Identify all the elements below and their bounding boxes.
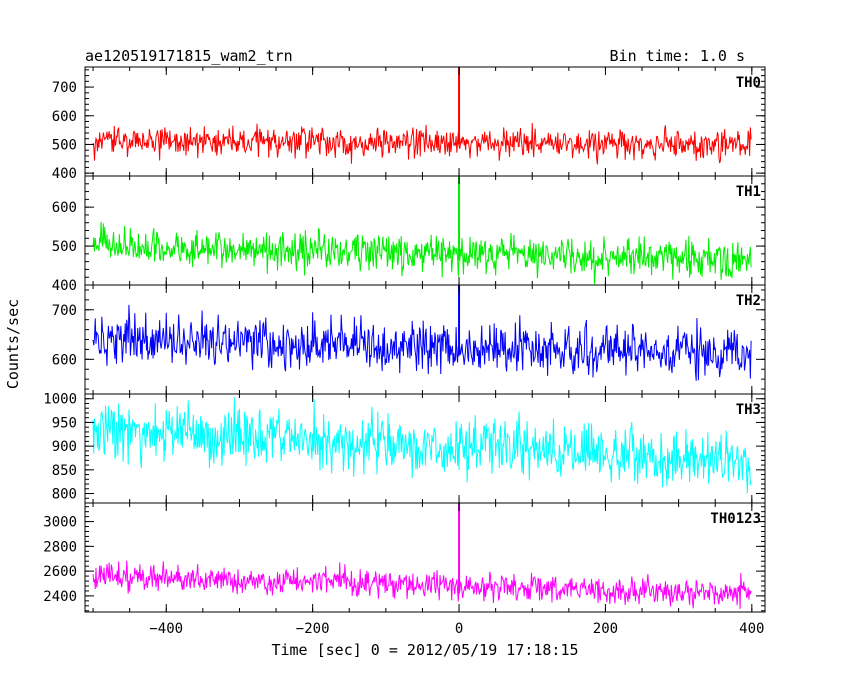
x-tick-label: −400	[149, 621, 183, 637]
panel-name-label: TH2	[736, 293, 761, 309]
y-tick-label: 2800	[43, 539, 77, 555]
panel-th3: 800 850 900 950 1000 TH3	[43, 392, 766, 504]
y-tick-label: 600	[52, 352, 77, 368]
panel-th1: 400 500 600 TH1	[52, 175, 766, 294]
y-tick-label: 700	[52, 303, 77, 319]
y-tick-label: 800	[52, 487, 77, 503]
figure-title: ae120519171815_wam2_trn	[85, 47, 293, 65]
y-tick-label: 1000	[43, 392, 77, 408]
y-tick-label: 400	[52, 166, 77, 182]
x-tick-label: 0	[455, 621, 463, 637]
series-th1	[92, 221, 752, 285]
y-tick-label: 900	[52, 439, 77, 455]
panel-name-label: TH1	[736, 184, 761, 200]
series-th0123	[92, 560, 752, 609]
x-tick-label: 400	[739, 621, 764, 637]
x-axis-label: Time [sec] 0 = 2012/05/19 17:18:15	[271, 641, 578, 659]
y-tick-label: 600	[52, 109, 77, 125]
panel-name-label: TH0	[736, 75, 761, 91]
series-th2	[92, 304, 752, 381]
x-axis: −400 −200 0 200 400	[149, 621, 764, 637]
panel-th0123: 2400 2600 2800 3000 TH0123	[43, 502, 766, 613]
y-tick-label: 600	[52, 200, 77, 216]
y-tick-label: 850	[52, 463, 77, 479]
series-th0	[92, 122, 752, 165]
y-tick-label: 500	[52, 239, 77, 255]
y-tick-label: 2400	[43, 589, 77, 605]
panel-name-label: TH3	[736, 402, 761, 418]
panel-th0: 400 500 600 700 TH0	[52, 66, 766, 182]
series-th3	[92, 397, 752, 494]
panel-th2: 600 700 TH2	[52, 284, 766, 395]
bin-time-label: Bin time: 1.0 s	[610, 47, 745, 65]
x-tick-label: 200	[593, 621, 618, 637]
y-tick-label: 400	[52, 278, 77, 294]
y-tick-label: 700	[52, 80, 77, 96]
y-axis-label: Counts/sec	[4, 299, 22, 389]
y-tick-label: 500	[52, 137, 77, 153]
y-tick-label: 2600	[43, 564, 77, 580]
panel-frame	[84, 66, 766, 177]
panel-name-label: TH0123	[710, 511, 761, 527]
y-tick-label: 3000	[43, 515, 77, 531]
x-tick-label: −200	[296, 621, 330, 637]
y-tick-label: 950	[52, 415, 77, 431]
panel-frame	[84, 502, 766, 613]
